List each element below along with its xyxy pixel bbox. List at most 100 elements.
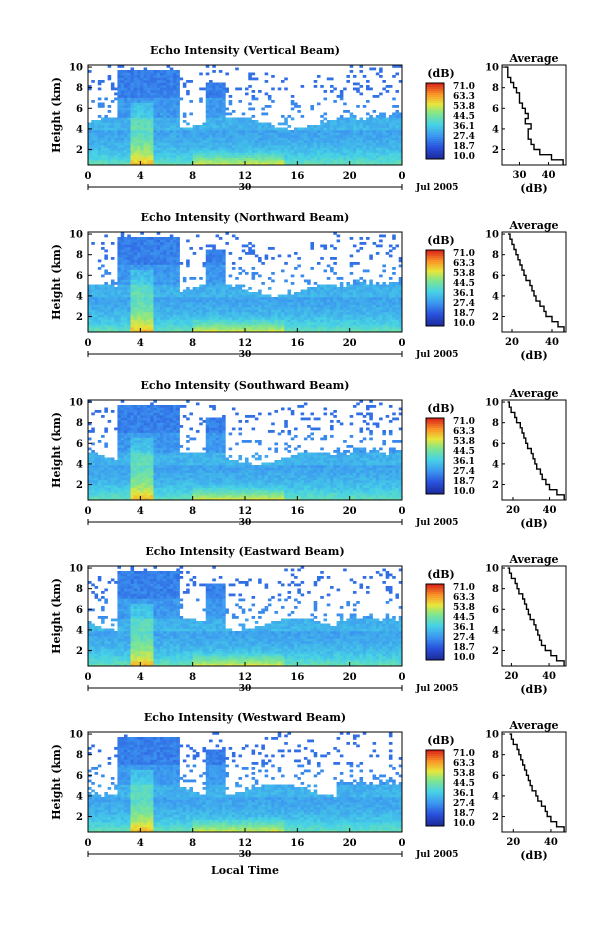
- heatmap-cell: [140, 302, 144, 305]
- heatmap-cell: [251, 244, 256, 248]
- heatmap-cell: [343, 155, 347, 158]
- heatmap-cell: [385, 157, 390, 161]
- heatmap-cell: [199, 140, 203, 143]
- heatmap-cell: [153, 284, 157, 288]
- heatmap-cell: [209, 152, 213, 156]
- heatmap-cell: [120, 249, 125, 253]
- heatmap-cell: [379, 160, 383, 163]
- heatmap-cell: [222, 317, 226, 320]
- heatmap-cell: [215, 234, 220, 238]
- heatmap-cell: [205, 272, 210, 275]
- heatmap-cell: [156, 269, 161, 273]
- heatmap-cell: [209, 269, 213, 273]
- heatmap-cell: [333, 162, 337, 166]
- heatmap-cell: [225, 302, 229, 305]
- heatmap-cell: [104, 317, 108, 320]
- heatmap-cell: [366, 137, 370, 141]
- heatmap-cell: [258, 299, 262, 303]
- heatmap-cell: [310, 329, 314, 333]
- heatmap-cell: [97, 294, 102, 298]
- heatmap-cell: [231, 130, 236, 133]
- heatmap-cell: [212, 282, 216, 285]
- heatmap-cell: [290, 135, 295, 138]
- heatmap-cell: [143, 307, 148, 310]
- heatmap-cell: [228, 307, 233, 310]
- heatmap-cell: [91, 287, 95, 290]
- heatmap-cell: [300, 152, 305, 156]
- colorbar-swatch: [426, 89, 444, 92]
- heatmap-cell: [202, 127, 207, 131]
- heatmap-cell: [313, 127, 318, 131]
- heatmap-cell: [195, 135, 200, 138]
- heatmap-cell: [271, 302, 275, 305]
- colorbar-swatch: [426, 254, 444, 257]
- heatmap-cell: [222, 112, 226, 116]
- heatmap-cell: [264, 299, 269, 303]
- heatmap-cell: [284, 150, 288, 153]
- heatmap-cell: [388, 162, 393, 166]
- heatmap-cell: [392, 130, 396, 133]
- heatmap-cell: [300, 155, 305, 158]
- heatmap-cell: [212, 105, 216, 108]
- heatmap-cell: [218, 249, 223, 253]
- heatmap-cell: [186, 140, 190, 143]
- heatmap-cell: [307, 307, 311, 310]
- heatmap-cell: [212, 157, 216, 161]
- heatmap-cell: [146, 87, 151, 91]
- heatmap-cell: [326, 264, 331, 268]
- heatmap-cell: [392, 287, 396, 290]
- heatmap-cell: [143, 239, 148, 243]
- heatmap-cell: [382, 117, 386, 121]
- heatmap-cell: [238, 272, 243, 275]
- heatmap-cell: [159, 127, 164, 131]
- heatmap-cell: [199, 142, 203, 146]
- heatmap-cell: [150, 272, 154, 275]
- heatmap-cell: [375, 160, 380, 163]
- heatmap-cell: [274, 140, 279, 143]
- heatmap-cell: [123, 297, 128, 300]
- heatmap-cell: [130, 150, 135, 153]
- heatmap-cell: [104, 292, 108, 295]
- heatmap-cell: [91, 155, 95, 158]
- heatmap-cell: [359, 237, 364, 240]
- heatmap-cell: [179, 160, 184, 163]
- heatmap-cell: [205, 297, 210, 300]
- heatmap-cell: [316, 127, 321, 131]
- heatmap-cell: [310, 287, 314, 290]
- heatmap-cell: [336, 292, 341, 295]
- average-x-label: (dB): [520, 182, 547, 195]
- heatmap-cell: [356, 294, 360, 298]
- colorbar-tick-label: 18.7: [453, 142, 475, 152]
- heatmap-cell: [303, 157, 308, 161]
- heatmap-cell: [248, 155, 252, 158]
- heatmap-cell: [392, 147, 396, 151]
- heatmap-cell: [176, 309, 180, 313]
- heatmap-cell: [372, 324, 377, 328]
- heatmap-cell: [382, 307, 386, 310]
- heatmap-cell: [159, 137, 164, 141]
- heatmap-cell: [382, 264, 386, 268]
- heatmap-cell: [150, 155, 154, 158]
- heatmap-cell: [349, 319, 354, 323]
- heatmap-cell: [212, 152, 216, 156]
- heatmap-cell: [169, 82, 174, 86]
- heatmap-cell: [352, 140, 357, 143]
- heatmap-cell: [222, 82, 226, 86]
- heatmap-cell: [248, 77, 252, 81]
- heatmap-cell: [127, 259, 131, 263]
- heatmap-cell: [287, 152, 292, 156]
- heatmap-cell: [333, 147, 337, 151]
- heatmap-cell: [320, 140, 324, 143]
- heatmap-cell: [117, 160, 122, 163]
- heatmap-cell: [346, 137, 350, 141]
- heatmap-cell: [130, 120, 135, 123]
- heatmap-cell: [300, 317, 305, 320]
- heatmap-cell: [218, 282, 223, 285]
- heatmap-cell: [114, 299, 118, 303]
- heatmap-cell: [333, 307, 337, 310]
- heatmap-cell: [133, 324, 138, 328]
- heatmap-cell: [212, 117, 216, 121]
- heatmap-cell: [123, 302, 128, 305]
- heatmap-cell: [372, 284, 377, 288]
- heatmap-cell: [186, 309, 190, 313]
